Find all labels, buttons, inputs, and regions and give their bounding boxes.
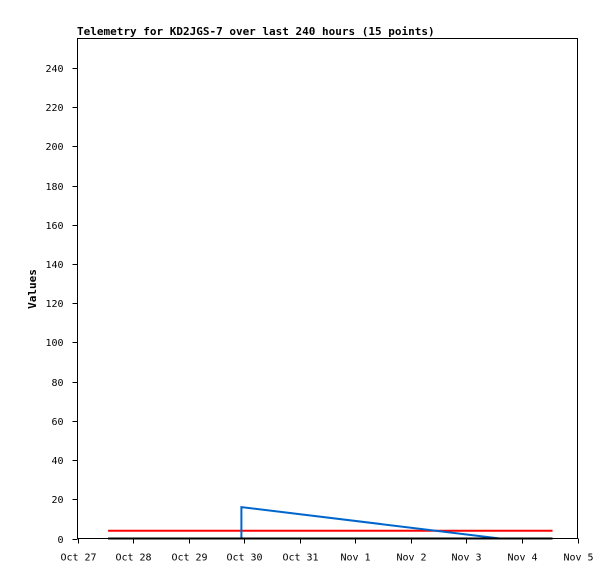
y-tick-label: 0: [57, 535, 63, 546]
x-tick-label: Oct 29: [171, 553, 207, 564]
y-tick-label: 100: [45, 338, 63, 349]
x-tick-label: Nov 3: [451, 553, 481, 564]
x-tick-label: Oct 31: [282, 553, 318, 564]
y-axis-label: Values: [26, 269, 39, 309]
y-tick-label: 160: [45, 221, 63, 232]
x-tick-label: Oct 30: [226, 553, 262, 564]
x-tick-label: Nov 2: [396, 553, 426, 564]
x-tick-label: Nov 4: [507, 553, 537, 564]
y-tick-label: 200: [45, 142, 63, 153]
x-tick-label: Oct 27: [60, 553, 96, 564]
x-tick-label: Nov 5: [563, 553, 593, 564]
y-tick-label: 120: [45, 299, 63, 310]
y-tick-label: 180: [45, 182, 63, 193]
y-tick-label: 80: [51, 378, 63, 389]
y-tick-label: 40: [51, 456, 63, 467]
x-tick-label: Nov 1: [340, 553, 370, 564]
series-layer: [108, 505, 553, 540]
x-tick-label: Oct 28: [115, 553, 151, 564]
x-axis-ticks: Oct 27 Oct 28 Oct 29 Oct 30 Oct 31 Nov 1 Nov 2…: [60, 538, 594, 564]
y-tick-label: 20: [51, 495, 63, 506]
chart-title: Telemetry for KD2JGS-7 over last 240 hou…: [77, 25, 435, 38]
y-tick-label: 220: [45, 103, 63, 114]
series-line-1: [240, 505, 500, 540]
y-tick-label: 240: [45, 64, 63, 75]
y-axis-ticks: 0 20 40 60 80 100 120 140 160 180 200 220 240: [45, 64, 78, 546]
plot-frame: [77, 38, 578, 539]
y-tick-label: 60: [51, 417, 63, 428]
y-tick-label: 140: [45, 260, 63, 271]
